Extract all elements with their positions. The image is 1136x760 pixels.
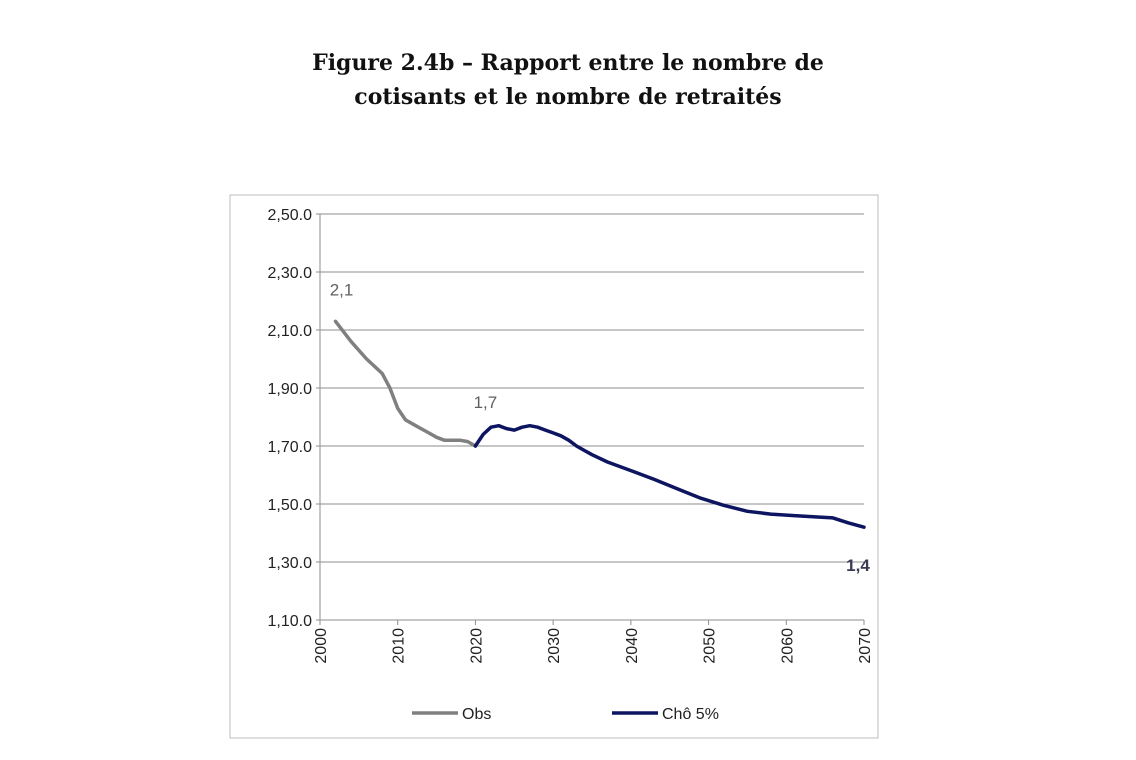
y-tick-label: 1,90.0 bbox=[268, 381, 313, 398]
x-tick-label: 2030 bbox=[546, 628, 563, 664]
y-tick-label: 1,30.0 bbox=[268, 555, 313, 572]
x-tick-label: 2020 bbox=[468, 628, 485, 664]
series-line-obs bbox=[333, 319, 478, 448]
y-tick-label: 1,50.0 bbox=[268, 497, 313, 514]
figure-title-line-1: Figure 2.4b – Rapport entre le nombre de bbox=[312, 50, 824, 76]
series-line-cho-5 bbox=[473, 423, 866, 529]
y-tick-label: 2,50.0 bbox=[268, 207, 313, 224]
figure-title-line-2: cotisants et le nombre de retraités bbox=[354, 84, 782, 110]
axes bbox=[316, 213, 865, 625]
x-tick-label: 2000 bbox=[313, 628, 330, 664]
data-series bbox=[333, 319, 866, 529]
y-tick-label: 1,10.0 bbox=[268, 613, 313, 630]
chart-border bbox=[229, 194, 879, 739]
x-tick-label: 2010 bbox=[391, 628, 408, 664]
x-tick-label: 2070 bbox=[857, 628, 874, 664]
data-label: 2,1 bbox=[330, 280, 354, 299]
x-tick-label: 2050 bbox=[702, 628, 719, 664]
x-tick-label: 2060 bbox=[779, 628, 796, 664]
data-label: 1,7 bbox=[474, 393, 498, 412]
data-annotations: 2,1 1,7 1,4 bbox=[330, 280, 871, 575]
figure-title: Figure 2.4b – Rapport entre le nombre de… bbox=[0, 46, 1136, 114]
y-tick-label: 2,10.0 bbox=[268, 323, 313, 340]
x-tick-label: 2040 bbox=[624, 628, 641, 664]
legend-label: Obs bbox=[462, 706, 491, 723]
data-label: 1,4 bbox=[846, 556, 870, 575]
x-axis-tick-labels: 2000 2010 2020 2030 2040 2050 2060 2070 bbox=[313, 628, 874, 664]
y-axis-tick-labels: 2,50.0 2,30.0 2,10.0 1,90.0 1,70.0 1,50.0 1,30… bbox=[268, 207, 313, 630]
y-tick-label: 2,30.0 bbox=[268, 265, 313, 282]
y-tick-label: 1,70.0 bbox=[268, 439, 313, 456]
legend-label: Chô 5% bbox=[662, 706, 719, 723]
legend: Obs Chô 5% bbox=[412, 706, 719, 723]
